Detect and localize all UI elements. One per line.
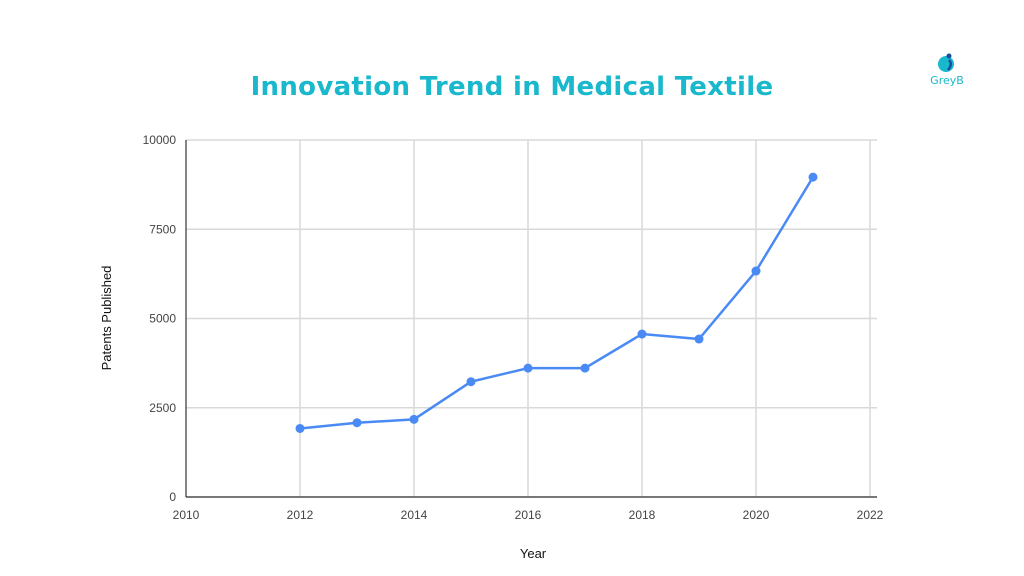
data-point: [751, 266, 761, 276]
y-tick-label: 10000: [143, 133, 177, 147]
y-axis-label: Patents Published: [99, 266, 114, 371]
y-tick-label: 2500: [149, 401, 176, 415]
series-line: [299, 176, 815, 430]
x-tick-label: 2022: [857, 508, 884, 522]
data-point: [694, 334, 704, 344]
x-axis-label: Year: [520, 546, 547, 561]
greyb-logo: GreyB: [922, 50, 972, 90]
data-point: [523, 363, 533, 373]
x-tick-label: 2010: [173, 508, 200, 522]
data-point: [808, 172, 818, 182]
y-tick-label: 7500: [149, 222, 176, 236]
x-tick-label: 2012: [287, 508, 314, 522]
x-tick-label: 2018: [629, 508, 656, 522]
data-point: [409, 414, 419, 424]
data-point: [295, 423, 305, 433]
x-tick-label: 2016: [515, 508, 542, 522]
x-tick-label: 2020: [743, 508, 770, 522]
x-tick-label: 2014: [401, 508, 428, 522]
y-tick-label: 0: [169, 490, 176, 504]
data-point: [352, 418, 362, 428]
logo-text: GreyB: [930, 74, 964, 87]
data-point: [637, 329, 647, 339]
y-tick-label: 5000: [149, 312, 176, 326]
logo-mark-icon: [938, 53, 954, 72]
chart-title: Innovation Trend in Medical Textile: [250, 72, 774, 102]
data-point: [466, 377, 476, 387]
data-point: [580, 363, 590, 373]
